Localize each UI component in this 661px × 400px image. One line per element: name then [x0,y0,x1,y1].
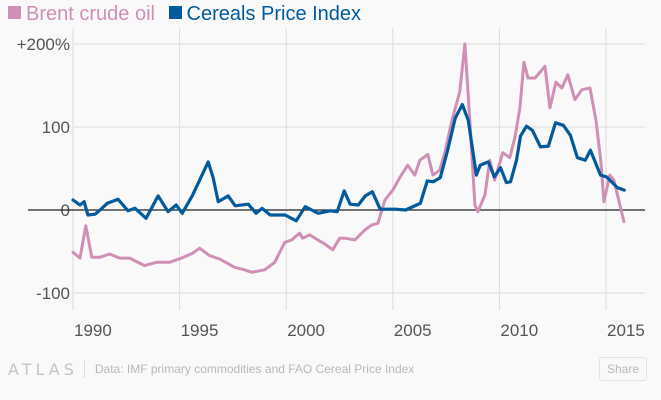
x-tick-label: 2005 [394,321,432,340]
x-tick-label: 2015 [607,321,645,340]
legend-item-cereals[interactable]: Cereals Price Index [168,1,362,27]
share-button[interactable]: Share [598,357,647,381]
x-tick-label: 2000 [287,321,325,340]
x-tick-label: 1990 [74,321,112,340]
x-tick-label: 2010 [500,321,538,340]
legend-label-cereals: Cereals Price Index [186,3,362,25]
footer: ATLAS Data: IMF primary commodities and … [8,358,414,380]
cereals-swatch-icon [168,6,182,19]
legend: Brent crude oil Cereals Price Index [8,1,369,27]
x-tick-label: 1995 [181,321,219,340]
y-tick-label: 100 [42,118,70,137]
x-axis-ticks: 1990 1995 2000 2005 2010 2015 [74,321,645,340]
gridlines [72,28,645,310]
legend-item-brent[interactable]: Brent crude oil [8,1,155,27]
legend-label-brent: Brent crude oil [26,3,155,25]
data-source: Data: IMF primary commodities and FAO Ce… [94,362,415,376]
y-tick-label: -100 [36,284,70,303]
brent-swatch-icon [8,6,21,19]
footer-divider [83,360,85,378]
y-tick-label: +200% [17,35,70,54]
atlas-logo[interactable]: ATLAS [8,359,78,379]
series-line-cereals[interactable] [71,103,626,223]
series-line-brent[interactable] [71,42,626,274]
series-lines [71,42,626,274]
